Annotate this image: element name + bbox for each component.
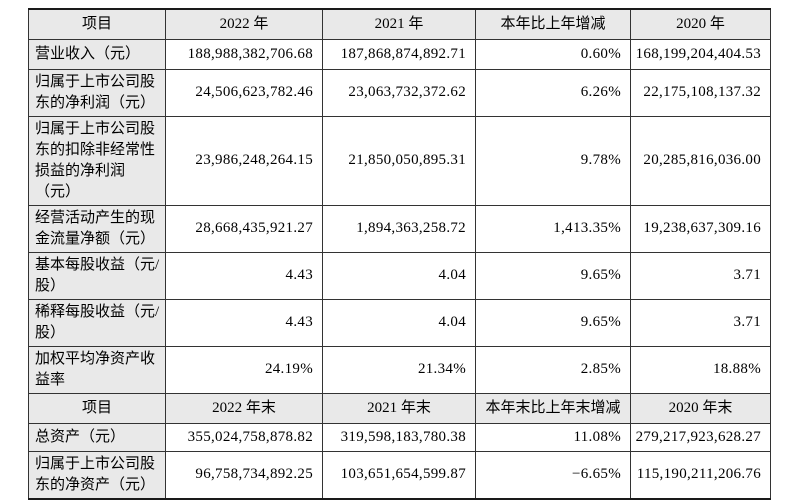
table-row-operating-cash-flow: 经营活动产生的现金流量净额（元） 28,668,435,921.27 1,894… [28, 204, 771, 253]
value-2020: 168,199,204,404.53 [630, 38, 771, 70]
value-end-2022: 96,758,734,892.25 [165, 450, 323, 499]
value-2021: 4.04 [322, 298, 476, 347]
value-yoy-change: 9.65% [475, 298, 631, 347]
row-label: 基本每股收益（元/股） [28, 251, 166, 300]
value-end-yoy-change: 11.08% [475, 422, 631, 452]
value-2020: 22,175,108,137.32 [630, 68, 771, 117]
value-2022: 188,988,382,706.68 [165, 38, 323, 70]
table-row-net-profit-excl-nonrecurring: 归属于上市公司股东的扣除非经常性损益的净利润（元） 23,986,248,264… [28, 115, 771, 206]
value-yoy-change: 0.60% [475, 38, 631, 70]
header-end-yoy-change: 本年末比上年末增减 [475, 392, 631, 424]
value-yoy-change: 1,413.35% [475, 204, 631, 253]
value-2021: 187,868,874,892.71 [322, 38, 476, 70]
header-item: 项目 [28, 8, 166, 40]
table-row-diluted-eps: 稀释每股收益（元/股） 4.43 4.04 9.65% 3.71 [28, 298, 771, 347]
value-yoy-change: 6.26% [475, 68, 631, 117]
row-label: 加权平均净资产收益率 [28, 345, 166, 394]
value-end-2022: 355,024,758,878.82 [165, 422, 323, 452]
period-end-header-row: 项目 2022 年末 2021 年末 本年末比上年末增减 2020 年末 [28, 392, 771, 424]
value-end-2021: 319,598,183,780.38 [322, 422, 476, 452]
value-yoy-change: 9.65% [475, 251, 631, 300]
row-label: 归属于上市公司股东的净利润（元） [28, 68, 166, 117]
value-2022: 24.19% [165, 345, 323, 394]
annual-header-row: 项目 2022 年 2021 年 本年比上年增减 2020 年 [28, 8, 771, 40]
table-row-net-assets-attributable: 归属于上市公司股东的净资产（元） 96,758,734,892.25 103,6… [28, 450, 771, 499]
header-2021: 2021 年 [322, 8, 476, 40]
value-2022: 28,668,435,921.27 [165, 204, 323, 253]
financial-summary-table: 项目 2022 年 2021 年 本年比上年增减 2020 年 营业收入（元） … [28, 8, 771, 500]
row-label: 总资产（元） [28, 422, 166, 452]
value-2020: 20,285,816,036.00 [630, 115, 771, 206]
value-end-yoy-change: −6.65% [475, 450, 631, 499]
header-yoy-change: 本年比上年增减 [475, 8, 631, 40]
header-2020: 2020 年 [630, 8, 771, 40]
value-end-2020: 279,217,923,628.27 [630, 422, 771, 452]
value-yoy-change: 9.78% [475, 115, 631, 206]
value-2021: 1,894,363,258.72 [322, 204, 476, 253]
value-2020: 3.71 [630, 251, 771, 300]
table-row-operating-revenue: 营业收入（元） 188,988,382,706.68 187,868,874,8… [28, 38, 771, 70]
value-2022: 4.43 [165, 251, 323, 300]
header-end-2021: 2021 年末 [322, 392, 476, 424]
row-label: 稀释每股收益（元/股） [28, 298, 166, 347]
value-yoy-change: 2.85% [475, 345, 631, 394]
row-label: 营业收入（元） [28, 38, 166, 70]
table-row-basic-eps: 基本每股收益（元/股） 4.43 4.04 9.65% 3.71 [28, 251, 771, 300]
header-item: 项目 [28, 392, 166, 424]
row-label: 经营活动产生的现金流量净额（元） [28, 204, 166, 253]
table-row-net-profit-attributable: 归属于上市公司股东的净利润（元） 24,506,623,782.46 23,06… [28, 68, 771, 117]
table-row-total-assets: 总资产（元） 355,024,758,878.82 319,598,183,78… [28, 422, 771, 452]
header-end-2020: 2020 年末 [630, 392, 771, 424]
value-2020: 19,238,637,309.16 [630, 204, 771, 253]
table-row-weighted-avg-roe: 加权平均净资产收益率 24.19% 21.34% 2.85% 18.88% [28, 345, 771, 394]
value-end-2020: 115,190,211,206.76 [630, 450, 771, 499]
value-2021: 4.04 [322, 251, 476, 300]
value-2020: 3.71 [630, 298, 771, 347]
value-2022: 4.43 [165, 298, 323, 347]
value-2021: 21,850,050,895.31 [322, 115, 476, 206]
value-2020: 18.88% [630, 345, 771, 394]
header-2022: 2022 年 [165, 8, 323, 40]
value-2022: 24,506,623,782.46 [165, 68, 323, 117]
header-end-2022: 2022 年末 [165, 392, 323, 424]
row-label: 归属于上市公司股东的扣除非经常性损益的净利润（元） [28, 115, 166, 206]
value-2021: 23,063,732,372.62 [322, 68, 476, 117]
value-end-2021: 103,651,654,599.87 [322, 450, 476, 499]
value-2022: 23,986,248,264.15 [165, 115, 323, 206]
row-label: 归属于上市公司股东的净资产（元） [28, 450, 166, 499]
value-2021: 21.34% [322, 345, 476, 394]
